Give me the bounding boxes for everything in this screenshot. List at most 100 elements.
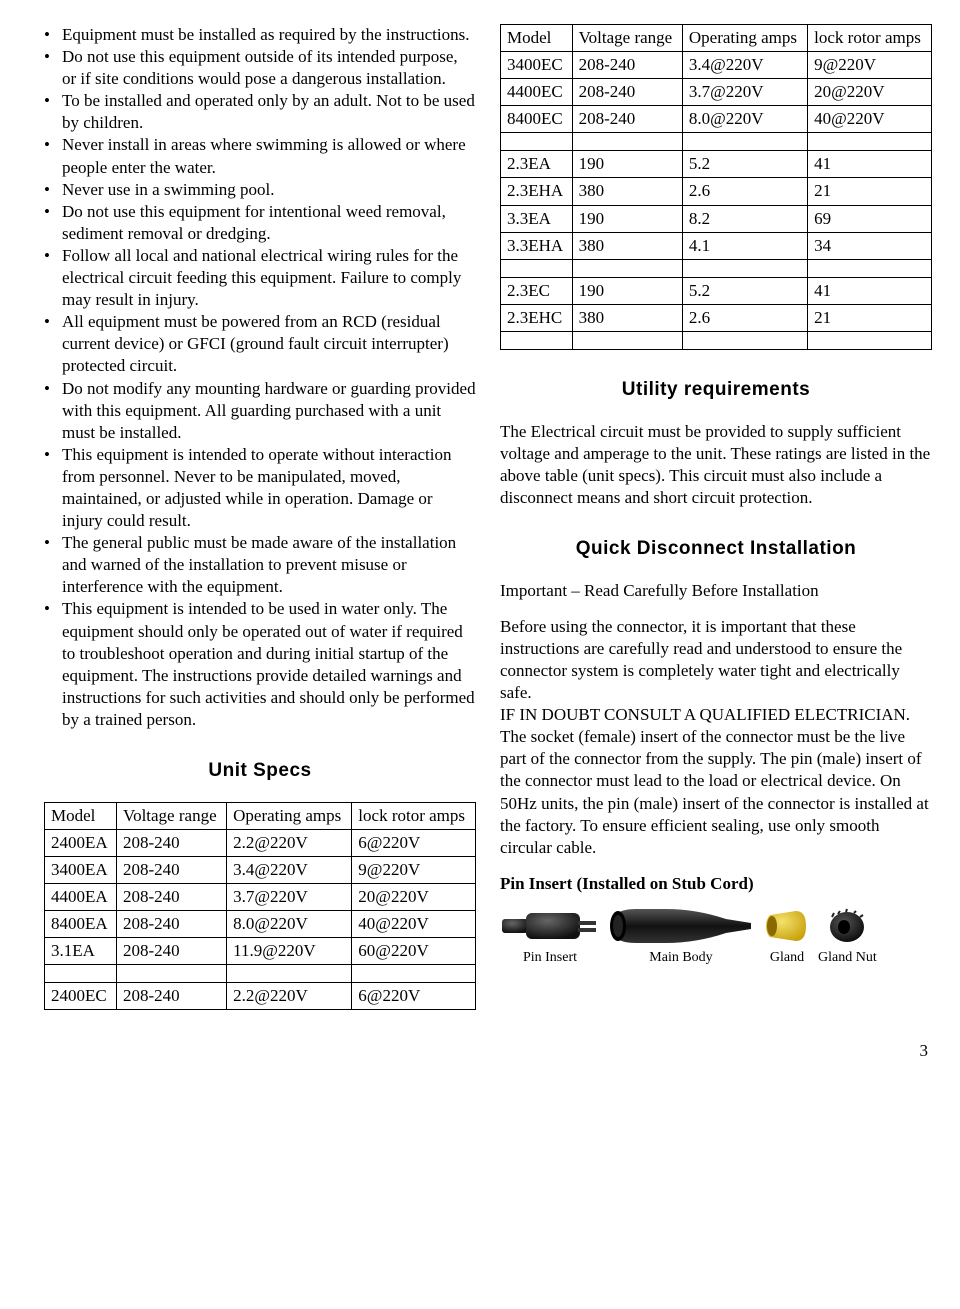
table-row: 8400EA208-2408.0@220V40@220V [45,911,476,938]
cell: 3400EC [501,52,573,79]
part-label: Gland Nut [818,949,877,967]
cell: 6@220V [352,829,476,856]
bullet-item: Never install in areas where swimming is… [44,134,476,178]
cell: 21 [808,304,932,331]
cell: 4400EC [501,79,573,106]
table-header-row: Model Voltage range Operating amps lock … [501,25,932,52]
quick-paragraph-3: The socket (female) insert of the connec… [500,726,932,859]
cell: 380 [572,304,682,331]
bullet-item: Equipment must be installed as required … [44,24,476,46]
cell: 5.2 [682,277,807,304]
table-row: 2400EC208-2402.2@220V6@220V [45,983,476,1010]
cell: 5.2 [682,151,807,178]
cell: 2.6 [682,178,807,205]
cell: 20@220V [808,79,932,106]
right-column: Model Voltage range Operating amps lock … [500,24,932,1016]
part-pin-insert: Pin Insert [500,903,600,967]
bullet-item: To be installed and operated only by an … [44,90,476,134]
table-header-row: Model Voltage range Operating amps lock … [45,802,476,829]
left-column: Equipment must be installed as required … [44,24,476,1016]
table-row: 3400EA208-2403.4@220V9@220V [45,856,476,883]
col-operating: Operating amps [227,802,352,829]
part-main-body: Main Body [606,903,756,967]
table-spacer-row [501,259,932,277]
gland-nut-icon [824,903,870,949]
cell: 2.6 [682,304,807,331]
utility-heading: Utility requirements [500,378,932,403]
table-row: 2400EA208-2402.2@220V6@220V [45,829,476,856]
cell: 8.0@220V [682,106,807,133]
cell: 21 [808,178,932,205]
cell: 2.3EC [501,277,573,304]
unit-specs-heading: Unit Specs [44,759,476,784]
cell: 208-240 [572,79,682,106]
table-row: 2.3EA1905.241 [501,151,932,178]
cell: 2400EA [45,829,117,856]
cell: 34 [808,232,932,259]
pin-insert-heading: Pin Insert (Installed on Stub Cord) [500,873,932,895]
cell: 60@220V [352,938,476,965]
bullet-item: All equipment must be powered from an RC… [44,311,476,377]
cell: 9@220V [808,52,932,79]
cell: 69 [808,205,932,232]
unit-specs-table-1: Model Voltage range Operating amps lock … [44,802,476,1011]
cell: 208-240 [116,983,226,1010]
table-spacer-row [45,965,476,983]
cell: 2.3EA [501,151,573,178]
cell: 3.4@220V [227,856,352,883]
table-row: 2.3EHA3802.621 [501,178,932,205]
cell: 208-240 [116,938,226,965]
bullet-item: Do not use this equipment outside of its… [44,46,476,90]
cell: 2.2@220V [227,983,352,1010]
bullet-item: Do not modify any mounting hardware or g… [44,378,476,444]
cell: 11.9@220V [227,938,352,965]
table-row: 3.3EHA3804.134 [501,232,932,259]
col-voltage: Voltage range [116,802,226,829]
table-row: 2.3EC1905.241 [501,277,932,304]
cell: 190 [572,205,682,232]
cell: 3.4@220V [682,52,807,79]
part-label: Gland [770,949,804,967]
safety-bullet-list: Equipment must be installed as required … [44,24,476,731]
cell: 4400EA [45,883,117,910]
pin-insert-icon [500,903,600,949]
cell: 8.2 [682,205,807,232]
cell: 41 [808,277,932,304]
cell: 3400EA [45,856,117,883]
cell: 2.3EHC [501,304,573,331]
col-voltage: Voltage range [572,25,682,52]
cell: 208-240 [116,883,226,910]
utility-paragraph: The Electrical circuit must be provided … [500,421,932,509]
cell: 208-240 [116,911,226,938]
cell: 3.3EA [501,205,573,232]
cell: 380 [572,232,682,259]
bullet-item: This equipment is intended to operate wi… [44,444,476,532]
page-number: 3 [44,1040,932,1062]
table-row: 4400EC208-2403.7@220V20@220V [501,79,932,106]
cell: 41 [808,151,932,178]
col-model: Model [501,25,573,52]
cell: 208-240 [116,856,226,883]
cell: 8400EA [45,911,117,938]
table-spacer-row [501,331,932,349]
cell: 190 [572,277,682,304]
bullet-item: Follow all local and national electrical… [44,245,476,311]
table-row: 4400EA208-2403.7@220V20@220V [45,883,476,910]
cell: 2.2@220V [227,829,352,856]
gland-icon [762,903,812,949]
quick-disconnect-heading: Quick Disconnect Installation [500,537,932,562]
connector-parts-diagram: Pin Insert Main Body [500,903,932,967]
cell: 8400EC [501,106,573,133]
cell: 40@220V [352,911,476,938]
bullet-item: The general public must be made aware of… [44,532,476,598]
bullet-item: This equipment is intended to be used in… [44,598,476,731]
cell: 208-240 [116,829,226,856]
table-spacer-row [501,133,932,151]
cell: 2.3EHA [501,178,573,205]
col-model: Model [45,802,117,829]
table-row: 3.1EA208-24011.9@220V60@220V [45,938,476,965]
quick-paragraph-2: IF IN DOUBT CONSULT A QUALIFIED ELECTRIC… [500,704,932,726]
cell: 8.0@220V [227,911,352,938]
col-lockrotor: lock rotor amps [808,25,932,52]
col-lockrotor: lock rotor amps [352,802,476,829]
